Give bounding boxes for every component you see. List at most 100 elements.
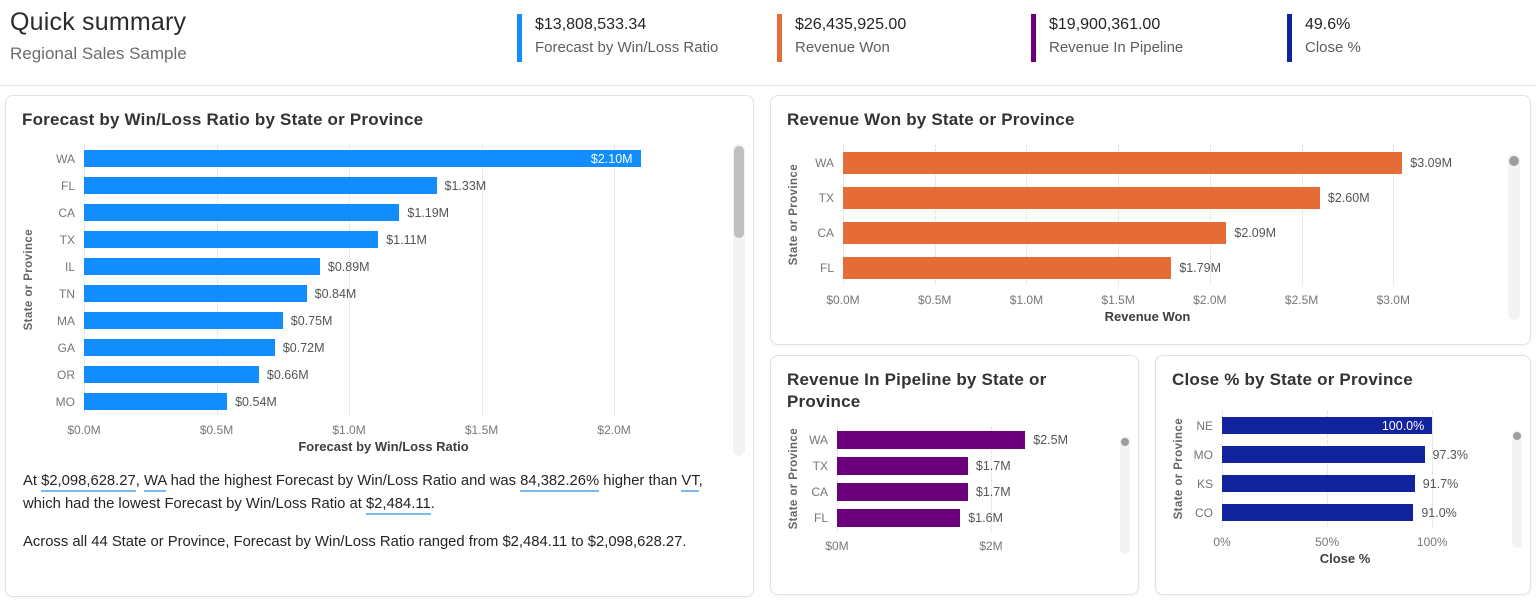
bar-ks[interactable] — [1222, 475, 1415, 493]
bar-row: $0.66M — [84, 361, 683, 388]
category-label: CA — [811, 485, 828, 500]
x-axis-ticks: 0% 50% 100% — [1213, 527, 1468, 551]
bar-row: $0.54M — [84, 388, 683, 415]
bar-ga[interactable] — [84, 339, 275, 357]
narrative-text: At — [23, 473, 42, 490]
x-tick-label: $0.5M — [918, 293, 952, 308]
bar-ma[interactable] — [84, 312, 283, 330]
y-axis-title-text: State or Province — [788, 164, 800, 266]
kpi-close-pct: 49.6% Close % — [1287, 14, 1527, 62]
narrative-value: $2,098,628.27 — [41, 473, 136, 493]
bar-tx[interactable] — [843, 186, 1320, 209]
value-label: $3.09M — [1410, 155, 1452, 170]
category-axis: WA TX CA FL — [803, 427, 837, 531]
bar-ca[interactable] — [843, 221, 1227, 244]
category-label: TX — [812, 459, 828, 474]
y-axis-title-text: State or Province — [23, 229, 35, 331]
bar-or[interactable] — [84, 366, 259, 384]
category-label: KS — [1196, 476, 1213, 491]
x-tick-label: 100% — [1416, 535, 1448, 550]
bar-rows: $3.09M $2.60M $2.09M $1.79M — [843, 145, 1452, 285]
bar-wa[interactable] — [837, 431, 1026, 450]
bar-mo[interactable] — [1222, 446, 1425, 464]
gridline — [934, 145, 936, 286]
bar-fl[interactable] — [84, 177, 437, 195]
kpi-label: Revenue In Pipeline — [1049, 39, 1184, 56]
bar-co[interactable] — [1222, 504, 1414, 522]
bar-ne[interactable]: 100.0% — [1222, 417, 1433, 435]
gridline — [1393, 145, 1395, 286]
bar-mo[interactable] — [84, 393, 228, 411]
revenue-won-scrollbar[interactable] — [1508, 154, 1520, 320]
value-label: $0.72M — [282, 340, 325, 355]
narrative-text: , which had the lowest Forecast by Win/L… — [23, 473, 703, 513]
bar-row: $1.79M — [843, 250, 1452, 285]
category-axis: NE MO KS CO — [1188, 411, 1222, 527]
kpi-revenue-won: $26,435,925.00 Revenue Won — [777, 14, 1031, 62]
narrative-value: 84,382.26% — [520, 473, 600, 493]
category-label: GA — [57, 340, 75, 355]
value-label: 91.0% — [1421, 505, 1457, 520]
x-tick-label: $1.0M — [332, 423, 366, 438]
bar-row: $1.33M — [84, 172, 683, 199]
scrollbar-thumb[interactable] — [1509, 156, 1519, 166]
value-label: $0.75M — [290, 313, 333, 328]
narrative-value: VT — [681, 473, 699, 493]
forecast-chart-scrollbar[interactable] — [733, 144, 745, 456]
x-tick-label: 0% — [1213, 535, 1231, 550]
scrollbar-thumb[interactable] — [1121, 438, 1129, 446]
bar-tx[interactable] — [837, 457, 968, 476]
scrollbar-thumb[interactable] — [1513, 432, 1521, 440]
category-label: WA — [809, 433, 828, 448]
kpi-value: 49.6% — [1305, 16, 1351, 33]
x-tick-label: $2.0M — [1193, 293, 1227, 308]
bar-ca[interactable] — [837, 483, 968, 502]
value-label: $2.60M — [1327, 190, 1370, 205]
bar-wa[interactable] — [843, 151, 1403, 174]
bar-row: $2.60M — [843, 180, 1452, 215]
narrative-value: $2,484.11 — [365, 496, 431, 516]
narrative-text: higher than — [599, 473, 682, 490]
category-label: FL — [60, 178, 75, 193]
bar-fl[interactable] — [837, 509, 961, 528]
close-pct-chart[interactable]: Close % by State or Province State or Pro… — [1156, 356, 1530, 566]
value-label: $1.11M — [386, 232, 427, 247]
bar-row: 91.0% — [1222, 498, 1468, 527]
value-label: $2.5M — [1033, 433, 1068, 448]
category-label: FL — [813, 511, 828, 526]
value-label: $0.84M — [314, 286, 357, 301]
bar-il[interactable] — [84, 258, 320, 276]
gridline — [1026, 145, 1028, 286]
pipeline-scrollbar[interactable] — [1120, 436, 1130, 554]
bar-wa[interactable]: $2.10M — [84, 150, 641, 168]
chart-body: State or Province WA FL CA TX IL TN MA GA OR MO $2.… — [6, 145, 753, 454]
kpi-value: $26,435,925.00 — [795, 16, 907, 33]
gridline — [1327, 411, 1329, 528]
gridlines — [84, 145, 683, 416]
page-subtitle: Regional Sales Sample — [10, 44, 187, 63]
bar-ca[interactable] — [84, 204, 400, 222]
x-tick-label: $2M — [979, 539, 1003, 554]
value-label: $1.6M — [968, 511, 1003, 526]
bar-row: $1.7M — [837, 453, 1068, 479]
bar-row: $0.72M — [84, 334, 683, 361]
gridlines — [843, 145, 1452, 286]
value-label: $0.89M — [327, 259, 370, 274]
bar-tx[interactable] — [84, 231, 379, 249]
bar-fl[interactable] — [843, 256, 1172, 279]
close-pct-scrollbar[interactable] — [1512, 430, 1522, 548]
scrollbar-thumb[interactable] — [734, 146, 744, 238]
gridline — [216, 145, 218, 416]
kpi-strip: $13,808,533.34 Forecast by Win/Loss Rati… — [517, 14, 1527, 62]
gridline — [1118, 145, 1120, 286]
bars-area: 100.0% 97.3% 91.7% 91.0% — [1222, 411, 1468, 528]
forecast-panel: Forecast by Win/Loss Ratio by State or P… — [5, 95, 754, 597]
category-axis: WA FL CA TX IL TN MA GA OR MO — [38, 145, 84, 415]
x-axis-title: Revenue Won — [1104, 309, 1191, 325]
gridlines — [1222, 411, 1468, 528]
x-axis-title: Forecast by Win/Loss Ratio — [298, 439, 469, 455]
pipeline-chart[interactable]: Revenue In Pipeline by State or Province… — [771, 356, 1138, 555]
revenue-won-chart[interactable]: Revenue Won by State or Province State or… — [771, 96, 1530, 324]
forecast-chart[interactable]: Forecast by Win/Loss Ratio by State or P… — [6, 96, 753, 454]
bar-tn[interactable] — [84, 285, 307, 303]
